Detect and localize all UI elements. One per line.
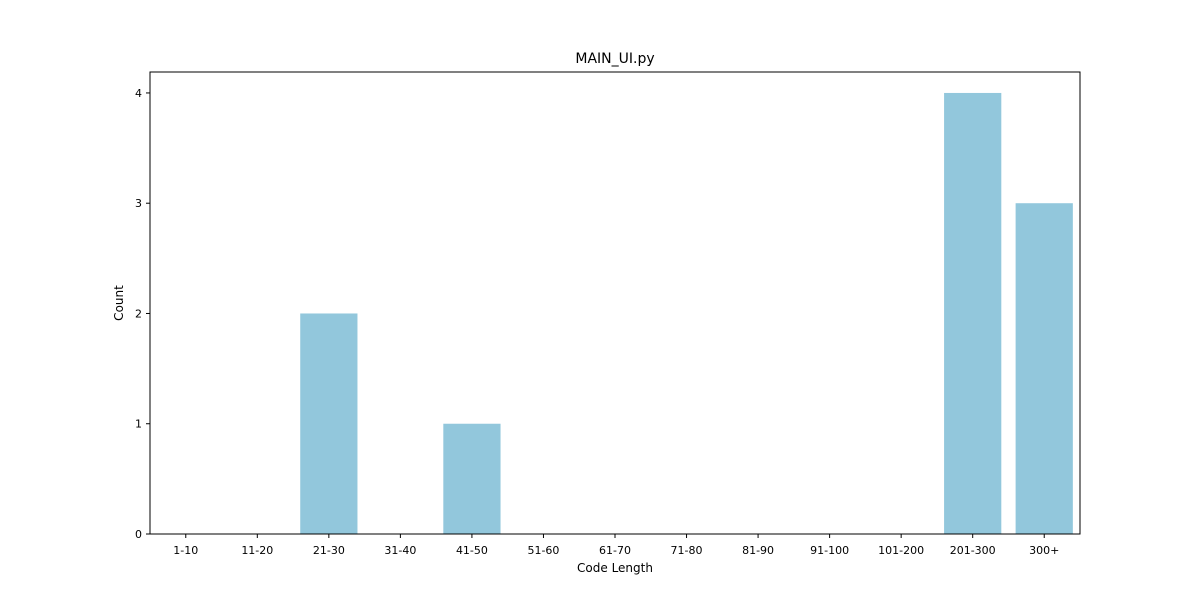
bar-21-30 bbox=[300, 313, 358, 534]
bar-41-50 bbox=[443, 423, 501, 534]
y-axis-ticks: 0 1 2 3 4 bbox=[135, 87, 150, 541]
chart-title: MAIN_UI.py bbox=[575, 51, 654, 67]
y-tick-label: 4 bbox=[135, 87, 142, 100]
y-tick-label: 1 bbox=[135, 418, 142, 431]
x-tick-label: 1-10 bbox=[173, 544, 198, 557]
y-tick-label: 2 bbox=[135, 307, 142, 320]
x-tick-label: 101-200 bbox=[878, 544, 924, 557]
x-tick-label: 51-60 bbox=[527, 544, 559, 557]
x-tick-label: 61-70 bbox=[599, 544, 631, 557]
y-axis-label: Count bbox=[112, 285, 126, 321]
bar-201-300 bbox=[944, 92, 1002, 534]
x-axis-label: Code Length bbox=[577, 561, 653, 575]
bar-300+ bbox=[1015, 203, 1073, 535]
x-tick-label: 41-50 bbox=[456, 544, 488, 557]
x-axis-ticks: 1-10 11-20 21-30 31-40 41-50 51-60 61-70 71-80 8… bbox=[173, 534, 1059, 557]
x-tick-label: 31-40 bbox=[384, 544, 416, 557]
x-tick-label: 300+ bbox=[1029, 544, 1059, 557]
bars-group bbox=[300, 92, 1073, 535]
plot-frame bbox=[149, 71, 1081, 535]
x-tick-label: 71-80 bbox=[671, 544, 703, 557]
x-tick-label: 21-30 bbox=[313, 544, 345, 557]
x-tick-label: 91-100 bbox=[810, 544, 849, 557]
y-tick-label: 3 bbox=[135, 197, 142, 210]
x-tick-label: 11-20 bbox=[241, 544, 273, 557]
x-tick-label: 201-300 bbox=[950, 544, 996, 557]
y-tick-label: 0 bbox=[135, 528, 142, 541]
x-tick-label: 81-90 bbox=[742, 544, 774, 557]
